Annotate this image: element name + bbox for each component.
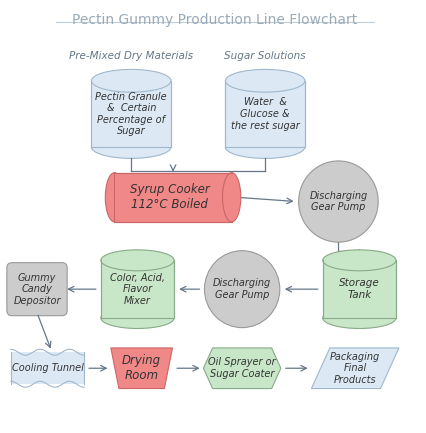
Ellipse shape xyxy=(101,307,174,329)
Polygon shape xyxy=(311,348,398,388)
Text: Cooling Tunnel: Cooling Tunnel xyxy=(12,363,83,373)
Text: Storage
Tank: Storage Tank xyxy=(338,278,379,300)
Bar xyxy=(114,173,231,222)
Ellipse shape xyxy=(91,69,170,92)
Ellipse shape xyxy=(101,250,174,271)
Text: Syrup Cooker
112°C Boiled: Syrup Cooker 112°C Boiled xyxy=(129,183,209,211)
Polygon shape xyxy=(111,348,172,388)
Text: Pectin Gummy Production Line Flowchart: Pectin Gummy Production Line Flowchart xyxy=(72,13,357,27)
Text: Discharging
Gear Pump: Discharging Gear Pump xyxy=(308,191,367,212)
Text: Water  &
Glucose &
the rest sugar: Water & Glucose & the rest sugar xyxy=(230,97,299,130)
Bar xyxy=(11,352,84,384)
Ellipse shape xyxy=(91,136,170,158)
Ellipse shape xyxy=(322,250,395,271)
Text: Drying
Room: Drying Room xyxy=(122,354,161,382)
Text: Pectin Granule
&  Certain
Percentage of
Sugar: Pectin Granule & Certain Percentage of S… xyxy=(95,91,167,136)
Text: Oil Sprayer or
Sugar Coater: Oil Sprayer or Sugar Coater xyxy=(208,358,275,379)
Text: Sugar Solutions: Sugar Solutions xyxy=(224,51,305,61)
Ellipse shape xyxy=(225,69,304,92)
Text: Color, Acid,
Flavor
Mixer: Color, Acid, Flavor Mixer xyxy=(110,272,164,306)
Circle shape xyxy=(204,251,279,328)
Ellipse shape xyxy=(225,136,304,158)
Bar xyxy=(322,260,395,318)
Polygon shape xyxy=(203,348,280,388)
Text: Packaging
Final
Products: Packaging Final Products xyxy=(329,352,380,385)
Ellipse shape xyxy=(322,307,395,329)
Bar xyxy=(101,260,174,318)
Text: Discharging
Gear Pump: Discharging Gear Pump xyxy=(213,278,271,300)
Bar xyxy=(91,81,170,147)
Text: Pre-Mixed Dry Materials: Pre-Mixed Dry Materials xyxy=(69,51,193,61)
Circle shape xyxy=(298,161,377,242)
Text: Gummy
Candy
Depositor: Gummy Candy Depositor xyxy=(13,272,60,306)
Bar xyxy=(225,81,304,147)
Ellipse shape xyxy=(222,173,240,222)
FancyBboxPatch shape xyxy=(7,263,67,316)
Ellipse shape xyxy=(105,173,123,222)
